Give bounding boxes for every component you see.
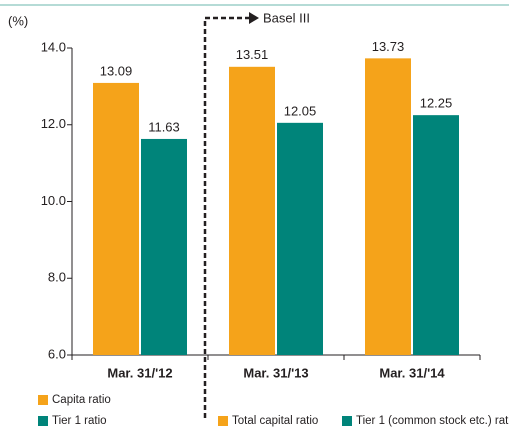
y-tick-label: 12.0: [41, 116, 66, 131]
y-axis-label: (%): [8, 13, 28, 28]
value-label: 13.51: [236, 47, 269, 62]
value-label: 12.05: [284, 103, 317, 118]
bar: [277, 122, 323, 355]
y-tick-label: 6.0: [48, 346, 66, 361]
legend-swatch: [38, 416, 48, 426]
value-label: 11.63: [148, 119, 180, 134]
legend-label: Tier 1 ratio: [52, 415, 107, 427]
arrow-head: [249, 12, 259, 24]
x-tick-label: Mar. 31/'14: [379, 365, 445, 380]
bar: [365, 58, 411, 356]
value-label: 12.25: [420, 96, 453, 111]
bar: [229, 66, 275, 356]
x-tick-label: Mar. 31/'12: [107, 365, 172, 380]
value-label: 13.73: [372, 39, 405, 54]
basel-arrow: [203, 16, 250, 418]
x-tick-label: Mar. 31/'13: [243, 365, 308, 380]
legend-label: Total capital ratio: [232, 415, 318, 427]
bar: [413, 115, 459, 355]
legend-swatch: [38, 395, 48, 405]
value-label: 13.09: [100, 63, 133, 78]
y-tick-label: 8.0: [48, 270, 66, 285]
annotation: Basel III: [263, 10, 310, 25]
legend-label: Tier 1 (common stock etc.) ratio: [356, 415, 509, 427]
legend-swatch: [342, 416, 352, 426]
bar: [93, 82, 139, 355]
bar: [141, 138, 187, 355]
y-tick-label: 14.0: [41, 39, 66, 54]
legend-label: Capita ratio: [52, 394, 111, 406]
y-tick-label: 10.0: [41, 193, 66, 208]
legend-swatch: [218, 416, 228, 426]
